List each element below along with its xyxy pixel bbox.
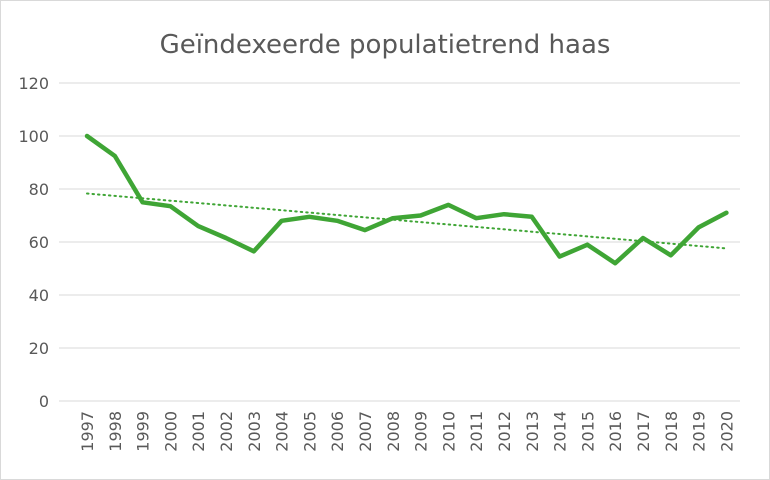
x-tick-label: 2001 bbox=[189, 411, 208, 452]
y-tick-label: 120 bbox=[18, 74, 49, 93]
y-tick-label: 20 bbox=[29, 339, 49, 358]
y-tick-label: 40 bbox=[29, 286, 49, 305]
y-tick-label: 60 bbox=[29, 233, 49, 252]
x-tick-label: 2006 bbox=[328, 411, 347, 452]
x-tick-label: 2013 bbox=[523, 411, 542, 452]
x-tick-label: 2011 bbox=[467, 411, 486, 452]
series-line bbox=[84, 133, 729, 266]
x-tick-label: 2020 bbox=[717, 411, 736, 452]
y-tick-label: 80 bbox=[29, 180, 49, 199]
x-tick-label: 1998 bbox=[106, 411, 125, 452]
grid-layer bbox=[59, 82, 740, 402]
x-tick-label: 2010 bbox=[439, 411, 458, 452]
x-tick-label: 2017 bbox=[634, 411, 653, 452]
chart-title: Geïndexeerde populatietrend haas bbox=[160, 30, 611, 60]
y-tick-label: 100 bbox=[18, 127, 49, 146]
x-tick-label: 2004 bbox=[273, 411, 292, 452]
x-tick-label: 2012 bbox=[495, 411, 514, 452]
x-tick-label: 2003 bbox=[245, 411, 264, 452]
x-tick-label: 1999 bbox=[134, 411, 153, 452]
x-tick-label: 2019 bbox=[690, 411, 709, 452]
x-tick-label: 2009 bbox=[412, 411, 431, 452]
x-tick-label: 1997 bbox=[78, 411, 97, 452]
x-axis-ticks: 1997 1998 1999 2000 2001 2002 2003 2004 2005 2006… bbox=[78, 411, 736, 452]
x-tick-label: 2002 bbox=[217, 411, 236, 452]
trend-line bbox=[86, 192, 728, 250]
x-tick-label: 2018 bbox=[662, 411, 681, 452]
x-tick-label: 2005 bbox=[300, 411, 319, 452]
x-tick-label: 2015 bbox=[578, 411, 597, 452]
x-tick-label: 2008 bbox=[384, 411, 403, 452]
x-tick-label: 2000 bbox=[161, 411, 180, 452]
x-tick-label: 2007 bbox=[356, 411, 375, 452]
series-layer bbox=[84, 133, 729, 266]
x-tick-label: 2016 bbox=[606, 411, 625, 452]
x-tick-label: 2014 bbox=[551, 411, 570, 452]
y-tick-label: 0 bbox=[39, 392, 49, 411]
y-axis-ticks: 0 20 40 60 80 100 120 bbox=[18, 74, 49, 411]
